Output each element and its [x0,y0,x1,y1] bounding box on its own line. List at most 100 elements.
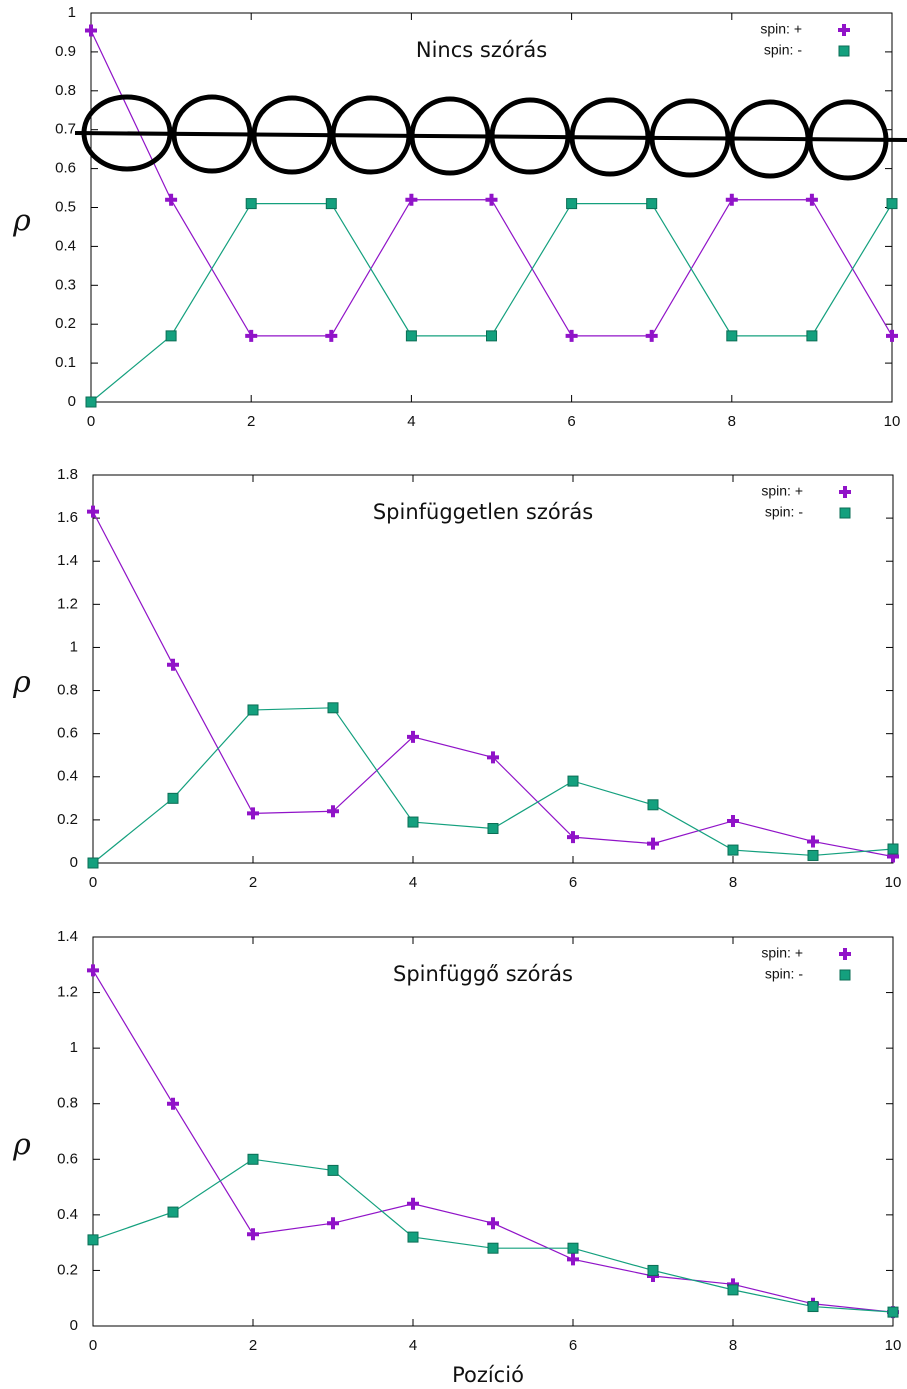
point [886,329,898,342]
point [247,704,259,716]
y-tick-label: 0 [68,393,76,410]
series-line [90,203,893,403]
y-axis-label: ρ [12,665,31,700]
y-tick-label: 0.2 [55,315,76,332]
y-tick-label: 1 [70,1039,78,1056]
x-tick-label: 10 [885,874,902,891]
point [567,775,579,787]
overlay-circle [807,99,889,181]
point [807,849,819,861]
y-tick-label: 0.8 [57,682,78,699]
point [327,1217,339,1230]
point [805,193,818,206]
y-tick-label: 0.3 [55,276,76,293]
point [407,1197,419,1210]
x-tick-label: 2 [249,874,257,891]
overlay-circle [171,94,253,174]
point [487,751,499,764]
y-tick-label: 0.8 [55,82,76,99]
point [727,814,739,827]
y-tick-label: 1.2 [57,595,78,612]
y-tick-label: 0.5 [55,198,76,215]
y-tick-label: 1.8 [57,466,78,483]
y-tick-label: 1.4 [57,928,78,945]
x-tick-label: 4 [409,874,417,891]
x-tick-label: 2 [247,413,255,430]
chart-title: Nincs szórás [416,38,547,62]
plot-frame [92,474,894,864]
circle-overlay [74,94,907,181]
y-tick-label: 0.4 [55,237,76,254]
x-tick-label: 8 [729,874,737,891]
x-tick-label: 10 [884,413,901,430]
overlay-circle [569,97,651,177]
y-tick-label: 0.6 [57,1150,78,1167]
x-tick-label: 0 [89,1337,97,1354]
y-tick-label: 0.1 [55,354,76,371]
y-tick-label: 1.6 [57,509,78,526]
point [247,807,259,820]
legend-label: spin: + [761,945,803,961]
point [727,844,739,856]
point [167,792,179,804]
y-tick-label: 0.7 [55,121,76,138]
point [407,1231,419,1243]
point [167,1206,179,1218]
legend-marker [839,486,851,498]
point [487,1217,499,1230]
x-tick-label: 8 [728,413,736,430]
point [167,658,179,671]
point [725,193,738,206]
x-tick-label: 8 [729,1337,737,1354]
x-tick-label: 6 [569,1337,577,1354]
x-axis-label: Pozíció [452,1363,524,1387]
point [645,329,658,342]
legend-label: spin: + [760,21,802,37]
y-tick-label: 1 [68,4,76,21]
legend-label: spin: - [765,966,803,982]
point [165,330,177,342]
point [405,330,417,342]
legend-marker [838,24,850,36]
series-line [92,707,894,864]
y-tick-label: 1.4 [57,552,78,569]
point [567,1253,579,1266]
point [886,198,898,210]
x-tick-label: 4 [407,413,415,430]
point [487,823,499,835]
series-line [92,511,894,858]
point [565,329,578,342]
point [566,198,578,210]
chart-title: Spinfüggő szórás [393,962,573,986]
point [325,198,337,210]
point [567,1242,579,1254]
y-tick-label: 1.2 [57,984,78,1001]
overlay-circle [409,96,491,176]
point [247,1153,259,1165]
chart-title: Spinfüggetlen szórás [373,500,593,524]
x-tick-label: 6 [567,413,575,430]
y-tick-label: 0.9 [55,43,76,60]
point [87,857,99,869]
point [327,805,339,818]
y-tick-label: 1 [70,638,78,655]
point [485,193,498,206]
point [405,193,418,206]
point [726,330,738,342]
legend-marker [839,948,851,960]
point [407,730,419,743]
point [486,330,497,342]
point [727,1284,739,1296]
y-axis-label: ρ [12,204,31,239]
legend-label: spin: + [761,483,803,499]
overlay-circle [81,94,173,172]
y-tick-label: 0.6 [57,725,78,742]
point [807,835,819,848]
y-tick-label: 0 [70,854,78,871]
y-tick-label: 0.6 [55,160,76,177]
point [165,193,178,206]
point [407,816,419,828]
point [247,1228,259,1241]
legend-marker [838,45,850,57]
x-tick-label: 10 [885,1337,902,1354]
